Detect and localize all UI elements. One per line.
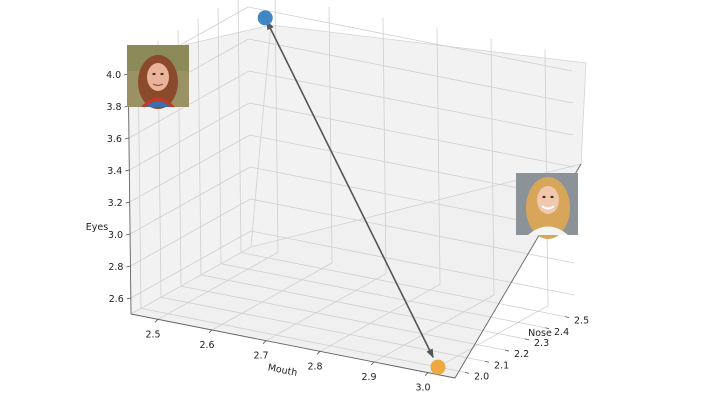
grid-line-y [217, 7, 222, 264]
z-tick-label: 2.6 [109, 294, 124, 305]
grid-line-z [129, 134, 250, 203]
z-tick-label: 3.6 [107, 134, 122, 145]
z-tick-mark [126, 297, 131, 300]
x-tick-label: 2.7 [253, 351, 268, 362]
z-tick-label: 3.0 [108, 230, 123, 241]
x-tick-label: 2.9 [361, 372, 376, 383]
data-points [257, 10, 446, 375]
y-tick-mark [564, 316, 570, 318]
y-tick-mark [544, 327, 550, 330]
grid-line-y [197, 18, 202, 275]
y-tick-label: 2.5 [574, 316, 589, 327]
x-tick-mark [424, 372, 429, 376]
y-tick-label: 2.3 [534, 338, 549, 349]
y-tick-mark [484, 360, 490, 363]
grid-line-y [237, 0, 242, 253]
grid-line-z [130, 230, 252, 299]
z-tick-label: 2.8 [108, 262, 123, 273]
y-tick-mark [464, 372, 470, 374]
data-point-2 [430, 359, 446, 375]
y-tick-label: 2.1 [494, 360, 509, 371]
y-tick-label: 2.2 [514, 349, 529, 360]
tick-marks [124, 73, 570, 376]
z-tick-label: 3.4 [107, 166, 122, 177]
face-portrait-1-image [127, 45, 189, 109]
grid-line-x [490, 38, 495, 296]
x-tick-mark [208, 329, 213, 334]
y-axis-label: Nose [528, 328, 552, 339]
y-tick-label: 2.4 [554, 327, 569, 338]
z-tick-mark [124, 137, 130, 140]
z-tick-label: 3.8 [106, 102, 121, 113]
z-tick-label: 3.2 [108, 198, 123, 209]
tick-labels: 2.5 2.6 2.7 2.8 2.9 3.0 2.0 2.1 2.2 2.3 2.4 2.5 2.6 2… [106, 70, 589, 394]
x-tick-label: 3.0 [415, 383, 430, 394]
x-axis-label: Mouth [267, 362, 298, 378]
grid-line-x [157, 251, 279, 320]
grid-line-z [129, 102, 250, 171]
x-tick-label: 2.8 [307, 361, 322, 372]
grid-line-z [130, 198, 251, 267]
z-tick-mark [125, 233, 131, 236]
z-tick-mark [125, 169, 130, 172]
x-tick-label: 2.5 [145, 329, 160, 340]
data-point-1 [257, 10, 273, 26]
x-tick-mark [154, 319, 159, 323]
grid-line-x [427, 305, 549, 374]
x-tick-mark [370, 361, 375, 366]
x-tick-mark [262, 340, 267, 344]
x-tick-mark [316, 351, 321, 355]
x-tick-label: 2.6 [199, 340, 214, 351]
y-tick-label: 2.0 [474, 371, 489, 382]
y-tick-mark [504, 349, 510, 352]
z-tick-mark [126, 265, 131, 268]
grid-line-z [129, 166, 251, 235]
grid-line-x [436, 28, 441, 285]
y-tick-mark [524, 338, 530, 341]
connector-arrow [266, 20, 434, 359]
face-portrait-2-image [516, 173, 578, 239]
z-tick-label: 4.0 [106, 70, 121, 81]
z-tick-mark [125, 201, 130, 204]
z-axis-label: Eyes [86, 222, 108, 233]
